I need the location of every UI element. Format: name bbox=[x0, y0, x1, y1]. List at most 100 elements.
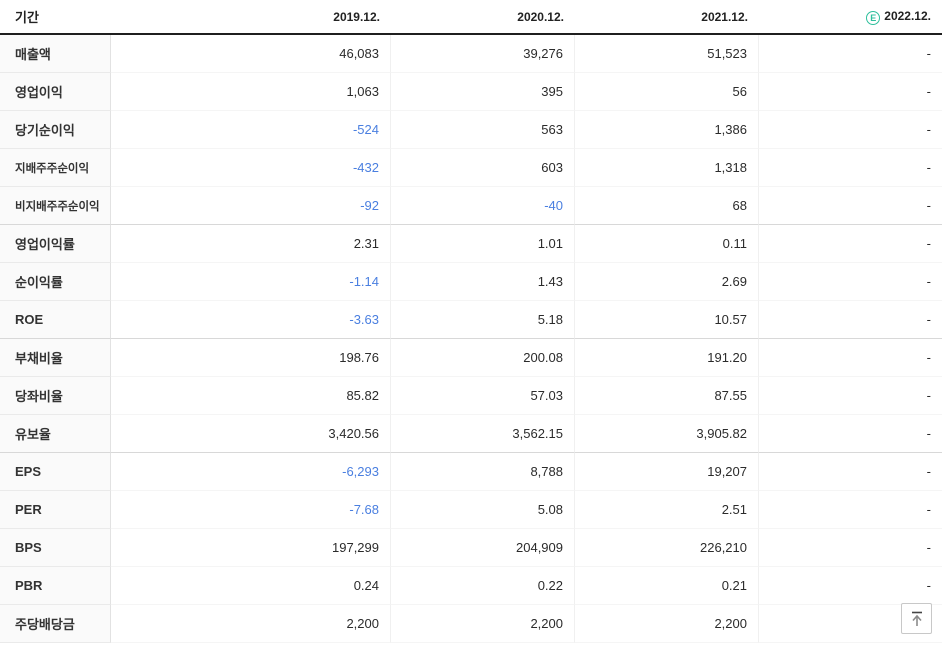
cell-2019: -7.68 bbox=[111, 491, 391, 529]
cell-2022-estimate: - bbox=[759, 415, 942, 453]
cell-2022-estimate: - bbox=[759, 35, 942, 73]
column-header-2022-12-estimate: E 2022.12. bbox=[759, 0, 942, 35]
table-row: 영업이익 1,063 395 56 - bbox=[0, 73, 942, 111]
cell-2021: 2.51 bbox=[575, 491, 759, 529]
row-label: 당기순이익 bbox=[0, 111, 111, 149]
row-label: PER bbox=[0, 491, 111, 529]
cell-2019: -6,293 bbox=[111, 453, 391, 491]
cell-2020: 2,200 bbox=[391, 605, 575, 643]
cell-2022-estimate: - bbox=[759, 377, 942, 415]
cell-2022-estimate: - bbox=[759, 73, 942, 111]
cell-2022-estimate: - bbox=[759, 149, 942, 187]
cell-2020: 39,276 bbox=[391, 35, 575, 73]
estimate-badge-icon: E bbox=[866, 10, 881, 25]
cell-2020: 8,788 bbox=[391, 453, 575, 491]
cell-2021: 10.57 bbox=[575, 301, 759, 339]
table-row: ROE -3.63 5.18 10.57 - bbox=[0, 301, 942, 339]
table-row: 당기순이익 -524 563 1,386 - bbox=[0, 111, 942, 149]
cell-2020: 200.08 bbox=[391, 339, 575, 377]
cell-2019: -432 bbox=[111, 149, 391, 187]
cell-2021: 0.11 bbox=[575, 225, 759, 263]
row-label: 유보율 bbox=[0, 415, 111, 453]
table-row: PBR 0.24 0.22 0.21 - bbox=[0, 567, 942, 605]
cell-2021: 51,523 bbox=[575, 35, 759, 73]
cell-2021: 3,905.82 bbox=[575, 415, 759, 453]
table-row: 순이익률 -1.14 1.43 2.69 - bbox=[0, 263, 942, 301]
row-label: 당좌비율 bbox=[0, 377, 111, 415]
table-row: PER -7.68 5.08 2.51 - bbox=[0, 491, 942, 529]
cell-2022-estimate: - bbox=[759, 339, 942, 377]
cell-2020: 1.43 bbox=[391, 263, 575, 301]
row-label: 주당배당금 bbox=[0, 605, 111, 643]
cell-2021: 226,210 bbox=[575, 529, 759, 567]
cell-2019: 0.24 bbox=[111, 567, 391, 605]
cell-2020: 395 bbox=[391, 73, 575, 111]
cell-2020: -40 bbox=[391, 187, 575, 225]
table-row: BPS 197,299 204,909 226,210 - bbox=[0, 529, 942, 567]
cell-2021: 0.21 bbox=[575, 567, 759, 605]
period-header: 기간 bbox=[0, 0, 111, 35]
cell-2021: 2.69 bbox=[575, 263, 759, 301]
cell-2020: 603 bbox=[391, 149, 575, 187]
cell-2022-estimate: - bbox=[759, 301, 942, 339]
cell-2022-estimate: - bbox=[759, 567, 942, 605]
cell-2020: 5.08 bbox=[391, 491, 575, 529]
row-label: EPS bbox=[0, 453, 111, 491]
cell-2022-estimate: - bbox=[759, 225, 942, 263]
cell-2021: 191.20 bbox=[575, 339, 759, 377]
table-row: EPS -6,293 8,788 19,207 - bbox=[0, 453, 942, 491]
cell-2019: -1.14 bbox=[111, 263, 391, 301]
row-label: 부채비율 bbox=[0, 339, 111, 377]
cell-2021: 1,318 bbox=[575, 149, 759, 187]
cell-2019: 197,299 bbox=[111, 529, 391, 567]
table-row: 지배주주순이익 -432 603 1,318 - bbox=[0, 149, 942, 187]
row-label: 지배주주순이익 bbox=[0, 149, 111, 187]
cell-2021: 19,207 bbox=[575, 453, 759, 491]
cell-2022-estimate: - bbox=[759, 529, 942, 567]
table-header-row: 기간 2019.12. 2020.12. 2021.12. E 2022.12. bbox=[0, 0, 942, 35]
estimate-column-label: 2022.12. bbox=[884, 8, 931, 23]
cell-2019: 3,420.56 bbox=[111, 415, 391, 453]
row-label: 매출액 bbox=[0, 35, 111, 73]
cell-2022-estimate: - bbox=[759, 263, 942, 301]
cell-2020: 5.18 bbox=[391, 301, 575, 339]
cell-2020: 57.03 bbox=[391, 377, 575, 415]
cell-2019: 2.31 bbox=[111, 225, 391, 263]
cell-2022-estimate: - bbox=[759, 491, 942, 529]
cell-2019: 85.82 bbox=[111, 377, 391, 415]
cell-2020: 1.01 bbox=[391, 225, 575, 263]
row-label: ROE bbox=[0, 301, 111, 339]
cell-2019: -92 bbox=[111, 187, 391, 225]
cell-2021: 56 bbox=[575, 73, 759, 111]
table-body: 매출액 46,083 39,276 51,523 - 영업이익 1,063 39… bbox=[0, 35, 942, 643]
cell-2019: 2,200 bbox=[111, 605, 391, 643]
cell-2019: 1,063 bbox=[111, 73, 391, 111]
table-row: 부채비율 198.76 200.08 191.20 - bbox=[0, 339, 942, 377]
cell-2022-estimate: - bbox=[759, 111, 942, 149]
table-row: 당좌비율 85.82 57.03 87.55 - bbox=[0, 377, 942, 415]
cell-2020: 3,562.15 bbox=[391, 415, 575, 453]
column-header-2020-12: 2020.12. bbox=[391, 0, 575, 35]
cell-2019: 46,083 bbox=[111, 35, 391, 73]
scroll-to-top-button[interactable] bbox=[901, 603, 932, 634]
table-row: 비지배주주순이익 -92 -40 68 - bbox=[0, 187, 942, 225]
row-label: 영업이익 bbox=[0, 73, 111, 111]
row-label: 비지배주주순이익 bbox=[0, 187, 111, 225]
cell-2019: -3.63 bbox=[111, 301, 391, 339]
table-row: 주당배당금 2,200 2,200 2,200 - bbox=[0, 605, 942, 643]
row-label: 영업이익률 bbox=[0, 225, 111, 263]
cell-2019: -524 bbox=[111, 111, 391, 149]
cell-2020: 563 bbox=[391, 111, 575, 149]
cell-2019: 198.76 bbox=[111, 339, 391, 377]
column-header-2021-12: 2021.12. bbox=[575, 0, 759, 35]
cell-2021: 87.55 bbox=[575, 377, 759, 415]
row-label: PBR bbox=[0, 567, 111, 605]
column-header-2019-12: 2019.12. bbox=[111, 0, 391, 35]
cell-2021: 2,200 bbox=[575, 605, 759, 643]
arrow-up-icon bbox=[911, 611, 922, 626]
cell-2022-estimate: - bbox=[759, 187, 942, 225]
row-label: BPS bbox=[0, 529, 111, 567]
table-row: 유보율 3,420.56 3,562.15 3,905.82 - bbox=[0, 415, 942, 453]
cell-2022-estimate: - bbox=[759, 453, 942, 491]
